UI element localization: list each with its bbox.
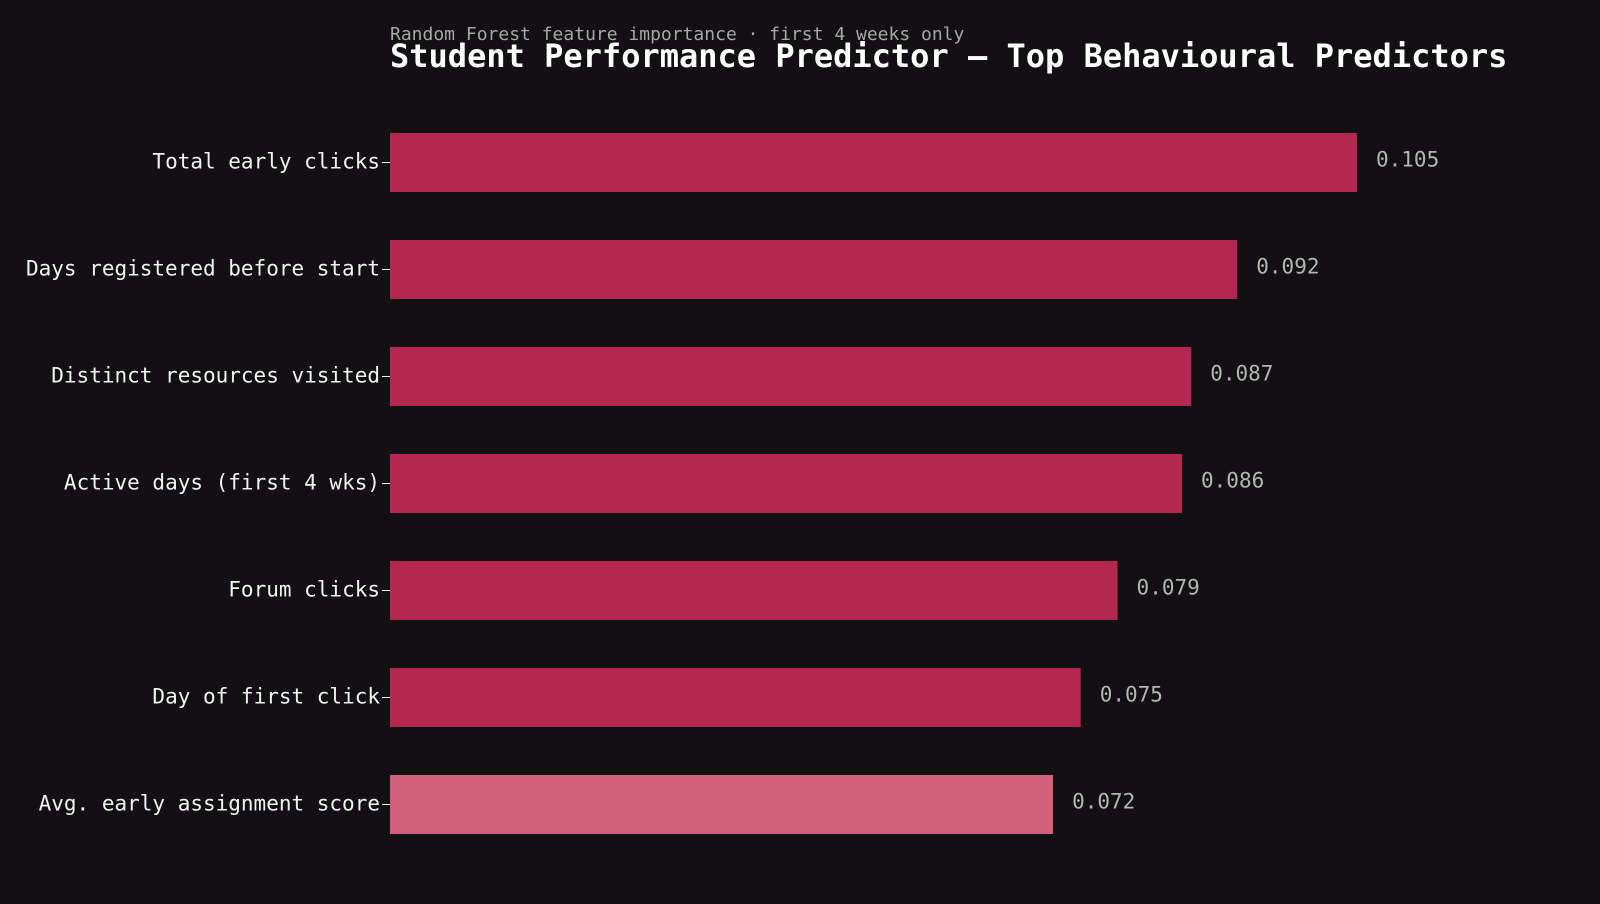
bar <box>390 454 1183 513</box>
value-label: 0.079 <box>1137 576 1200 600</box>
category-label: Avg. early assignment score <box>39 792 380 816</box>
bar <box>390 775 1054 834</box>
value-label: 0.092 <box>1256 255 1319 279</box>
bars-layer: Total early clicks 0.105 Days registered b… <box>26 133 1439 834</box>
value-label: 0.105 <box>1376 148 1439 172</box>
category-label: Forum clicks <box>228 578 380 602</box>
chart-subtitle: Random Forest feature importance · first… <box>390 24 965 45</box>
category-label: Day of first click <box>152 685 380 709</box>
bar <box>390 561 1118 620</box>
chart-title: Student Performance Predictor — Top Beha… <box>390 37 1507 75</box>
value-label: 0.087 <box>1210 362 1273 386</box>
value-label: 0.072 <box>1072 790 1135 814</box>
value-label: 0.086 <box>1201 469 1264 493</box>
bar <box>390 347 1192 406</box>
category-label: Days registered before start <box>26 257 380 281</box>
bar <box>390 240 1238 299</box>
bar <box>390 668 1081 727</box>
bar <box>390 133 1357 192</box>
category-label: Total early clicks <box>152 150 380 174</box>
category-label: Active days (first 4 wks) <box>64 471 380 495</box>
value-label: 0.075 <box>1100 683 1163 707</box>
category-label: Distinct resources visited <box>51 364 380 388</box>
